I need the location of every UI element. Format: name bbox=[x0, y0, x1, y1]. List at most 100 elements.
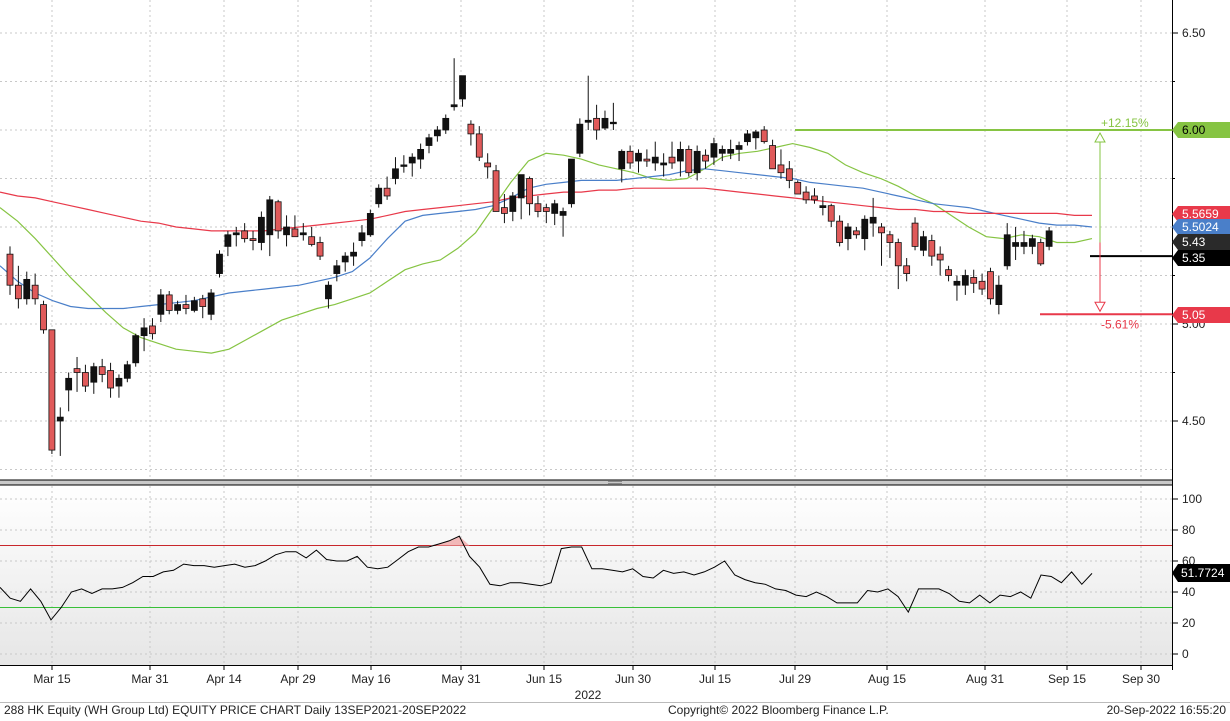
candle-body bbox=[224, 234, 232, 247]
candle-body bbox=[819, 205, 827, 209]
candle-body bbox=[140, 327, 148, 337]
rsi-panel bbox=[0, 535, 1172, 621]
candle-body bbox=[484, 162, 492, 168]
candle-body bbox=[584, 119, 592, 123]
moving-average-line-3 bbox=[0, 187, 1092, 232]
target-low-arrowhead bbox=[1094, 301, 1106, 313]
candle bbox=[920, 230, 927, 257]
candle bbox=[936, 246, 944, 276]
x-tick-label: Jun 15 bbox=[526, 672, 562, 686]
candle-body bbox=[953, 280, 961, 286]
candle bbox=[425, 133, 433, 154]
candle bbox=[1012, 227, 1019, 260]
candle-body bbox=[710, 143, 718, 158]
x-tick-label: Apr 14 bbox=[206, 672, 242, 686]
candle-body bbox=[123, 364, 131, 379]
candle bbox=[475, 126, 483, 162]
candle bbox=[794, 180, 802, 195]
candle-body bbox=[559, 211, 567, 216]
candle-body bbox=[417, 148, 425, 160]
candle bbox=[811, 188, 818, 204]
candle bbox=[601, 110, 609, 130]
candle bbox=[836, 215, 844, 247]
price-flag-label: 5.05 bbox=[1182, 308, 1206, 322]
right-axis-background bbox=[1172, 0, 1230, 700]
candle-body bbox=[199, 298, 207, 307]
candle bbox=[534, 195, 542, 218]
x-tick-label: Jul 15 bbox=[699, 672, 731, 686]
candle bbox=[123, 360, 131, 383]
candle bbox=[894, 238, 902, 290]
candle bbox=[274, 199, 282, 239]
candle-body bbox=[450, 104, 458, 108]
candle-body bbox=[903, 265, 911, 274]
price-flag-shape bbox=[1172, 206, 1230, 222]
candle bbox=[827, 203, 835, 227]
candle-body bbox=[291, 228, 299, 238]
candle bbox=[14, 265, 22, 309]
candle-body bbox=[400, 164, 408, 167]
x-tick-label: Aug 15 bbox=[868, 672, 906, 686]
candle bbox=[115, 374, 123, 398]
candle bbox=[517, 174, 525, 220]
candle-body bbox=[760, 129, 768, 143]
target-high-label: +12.15% bbox=[1101, 116, 1149, 130]
candle bbox=[660, 153, 668, 177]
candle bbox=[249, 230, 257, 251]
candle-body bbox=[911, 222, 919, 247]
rsi-flag-label: 51.7724 bbox=[1181, 566, 1225, 580]
candle bbox=[1028, 234, 1036, 255]
candle-body bbox=[878, 226, 885, 234]
candle-body bbox=[1020, 242, 1028, 247]
candle bbox=[140, 318, 148, 352]
candle-body bbox=[1003, 234, 1011, 267]
candle-body bbox=[802, 191, 810, 201]
candle-body bbox=[928, 240, 936, 257]
candle-body bbox=[886, 234, 894, 243]
candle bbox=[107, 362, 114, 398]
candle bbox=[1037, 238, 1045, 266]
candle-body bbox=[190, 300, 198, 311]
candle-body bbox=[961, 275, 969, 286]
candle bbox=[207, 289, 215, 321]
candle-body bbox=[643, 158, 651, 162]
candle bbox=[484, 153, 492, 179]
candle-body bbox=[936, 253, 944, 261]
candle-body bbox=[685, 148, 693, 174]
candle bbox=[576, 118, 584, 158]
candle-body bbox=[283, 226, 290, 236]
candle bbox=[190, 296, 198, 313]
candle-body bbox=[542, 207, 550, 212]
price-flag: 5.5659 bbox=[1172, 206, 1230, 222]
rsi-background bbox=[0, 486, 1172, 665]
candle bbox=[542, 203, 550, 224]
candlesticks bbox=[6, 58, 1053, 456]
candle-body bbox=[576, 123, 584, 154]
candle bbox=[257, 211, 265, 251]
candle-body bbox=[182, 304, 190, 309]
candle bbox=[325, 281, 332, 309]
candle-body bbox=[408, 156, 416, 164]
candle bbox=[928, 234, 936, 266]
candle bbox=[241, 223, 249, 243]
candle-body bbox=[836, 220, 844, 243]
candle-body bbox=[459, 75, 466, 100]
candle-body bbox=[794, 181, 802, 195]
candle bbox=[693, 145, 701, 181]
candle bbox=[668, 141, 676, 169]
candle bbox=[417, 143, 425, 169]
candle bbox=[584, 75, 592, 130]
candle bbox=[551, 199, 559, 226]
candle-body bbox=[241, 230, 249, 240]
candle-body bbox=[107, 370, 114, 389]
candle-body bbox=[501, 207, 508, 214]
candle bbox=[861, 215, 869, 251]
x-tick-label: May 31 bbox=[441, 672, 481, 686]
footer-title: 288 HK Equity (WH Group Ltd) EQUITY PRIC… bbox=[4, 703, 467, 717]
candle-body bbox=[40, 304, 47, 331]
candle-body bbox=[442, 117, 450, 131]
candle-body bbox=[266, 199, 274, 236]
candle-body bbox=[216, 253, 223, 274]
candle bbox=[316, 236, 324, 260]
candle bbox=[844, 223, 852, 251]
